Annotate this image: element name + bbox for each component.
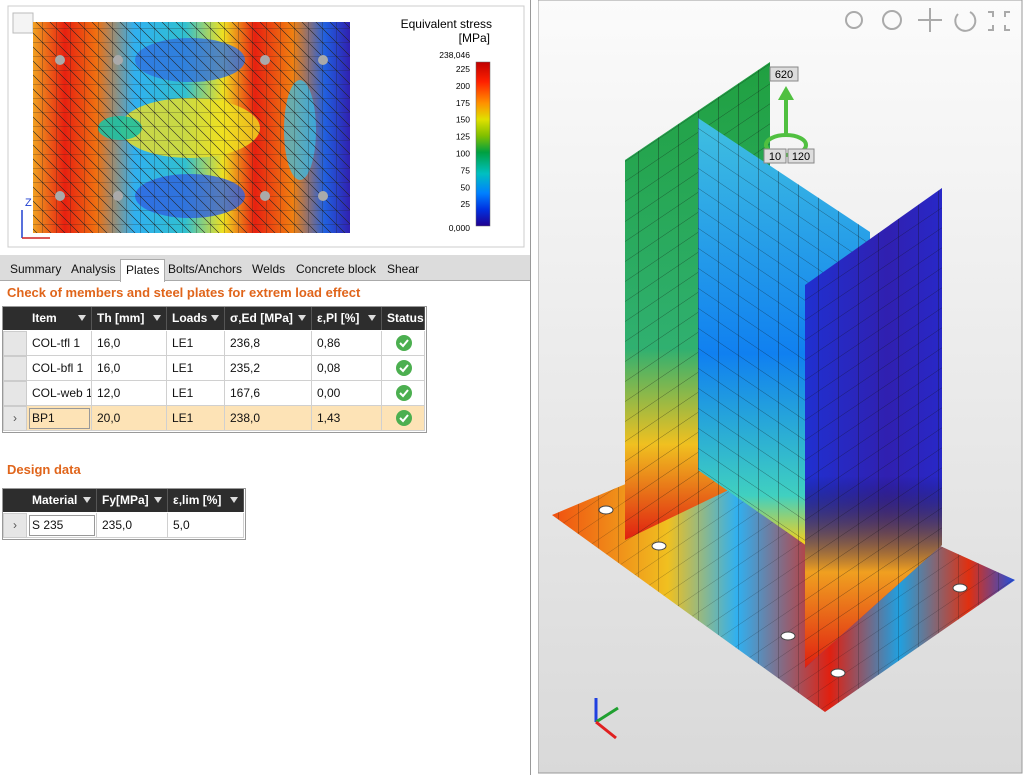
row-header-corner bbox=[3, 488, 27, 512]
scale-label: 225 bbox=[456, 64, 470, 74]
column-header[interactable]: σ,Ed [MPa] bbox=[225, 306, 312, 330]
table-cell[interactable]: 1,43 bbox=[312, 406, 382, 431]
table-cell[interactable]: 16,0 bbox=[92, 331, 167, 356]
filter-icon[interactable] bbox=[230, 497, 238, 503]
stress-plot: Z Equivalent stress [MPa] 238,046 225 200 1… bbox=[7, 5, 525, 248]
icon-circle bbox=[396, 385, 412, 401]
3d-view: 620 10 120 bbox=[538, 0, 1023, 774]
table-cell[interactable]: COL-tfl 1 bbox=[27, 331, 92, 356]
table-cell[interactable]: COL-web 1 bbox=[27, 381, 92, 406]
scale-label: 200 bbox=[456, 81, 470, 91]
scale-label: 50 bbox=[461, 182, 471, 192]
status-ok-icon bbox=[396, 360, 412, 376]
table-cell[interactable]: LE1 bbox=[167, 331, 225, 356]
status-ok-icon bbox=[396, 385, 412, 401]
scale-label: 238,046 bbox=[439, 50, 470, 60]
tab[interactable]: Shear bbox=[387, 262, 420, 276]
tab[interactable]: Welds bbox=[252, 262, 286, 276]
left-panel bbox=[530, 0, 531, 775]
section-heading: Check of members and steel plates for ex… bbox=[7, 285, 361, 300]
scale-label: 75 bbox=[461, 165, 471, 175]
table-cell[interactable]: 0,08 bbox=[312, 356, 382, 381]
table-cell[interactable]: 12,0 bbox=[92, 381, 167, 406]
icon-tick bbox=[399, 339, 409, 348]
icon-tick bbox=[399, 414, 409, 423]
scale-label: 25 bbox=[461, 199, 471, 209]
section-heading: Design data bbox=[7, 462, 81, 477]
row-header[interactable] bbox=[3, 381, 27, 406]
filter-icon[interactable] bbox=[368, 315, 376, 321]
icon-circle bbox=[396, 335, 412, 351]
table-cell[interactable]: 235,0 bbox=[97, 513, 168, 538]
table-cell[interactable]: 167,6 bbox=[225, 381, 312, 406]
icon-circle bbox=[396, 360, 412, 376]
table-cell[interactable]: 235,2 bbox=[225, 356, 312, 381]
row-header[interactable] bbox=[3, 331, 27, 356]
table-cell[interactable]: 238,0 bbox=[225, 406, 312, 431]
tab-bar bbox=[0, 255, 530, 281]
scale-label: 125 bbox=[456, 132, 470, 142]
table-cell[interactable]: LE1 bbox=[167, 381, 225, 406]
tab[interactable]: Plates bbox=[120, 259, 166, 282]
filter-icon[interactable] bbox=[154, 497, 162, 503]
table-cell[interactable]: COL-bfl 1 bbox=[27, 356, 92, 381]
row-header[interactable] bbox=[3, 356, 27, 381]
table-cell[interactable]: LE1 bbox=[167, 356, 225, 381]
table-cell[interactable]: S 235 bbox=[27, 513, 97, 538]
scale-label: 175 bbox=[456, 98, 470, 108]
table-cell[interactable]: 20,0 bbox=[92, 406, 167, 431]
column-header[interactable]: ε,lim [%] bbox=[168, 488, 244, 512]
axis-label: Z bbox=[25, 197, 32, 209]
scale-label: 150 bbox=[456, 115, 470, 125]
table-cell[interactable]: 5,0 bbox=[168, 513, 244, 538]
status-ok-icon bbox=[396, 335, 412, 351]
tab[interactable]: Analysis bbox=[71, 262, 116, 276]
row-header[interactable]: › bbox=[3, 513, 27, 538]
legend-unit: [MPa] bbox=[459, 31, 490, 45]
icon-tick bbox=[399, 364, 409, 373]
status-ok-icon bbox=[396, 410, 412, 426]
table-cell[interactable]: 16,0 bbox=[92, 356, 167, 381]
column-header[interactable]: Status bbox=[382, 306, 425, 330]
icon-circle bbox=[396, 410, 412, 426]
view-label: 120 bbox=[792, 151, 810, 163]
filter-icon[interactable] bbox=[153, 315, 161, 321]
view-label: 10 bbox=[769, 151, 781, 163]
icon-tick bbox=[399, 389, 409, 398]
row-header-corner bbox=[3, 306, 27, 330]
filter-icon[interactable] bbox=[83, 497, 91, 503]
tab[interactable]: Bolts/Anchors bbox=[168, 262, 243, 276]
table-cell[interactable]: LE1 bbox=[167, 406, 225, 431]
scale-label: 100 bbox=[456, 149, 470, 159]
row-header[interactable]: › bbox=[3, 406, 27, 431]
table-cell[interactable]: 0,86 bbox=[312, 331, 382, 356]
filter-icon[interactable] bbox=[211, 315, 219, 321]
table-cell[interactable]: 236,8 bbox=[225, 331, 312, 356]
view-label: 620 bbox=[775, 69, 793, 81]
filter-icon[interactable] bbox=[78, 315, 86, 321]
column-header[interactable]: Item bbox=[27, 306, 92, 330]
filter-icon[interactable] bbox=[298, 315, 306, 321]
scale-label: 0,000 bbox=[449, 223, 471, 233]
table-cell[interactable]: 0,00 bbox=[312, 381, 382, 406]
tab[interactable]: Concrete block bbox=[296, 262, 377, 276]
table-cell[interactable]: BP1 bbox=[27, 406, 92, 431]
tab[interactable]: Summary bbox=[10, 262, 62, 276]
legend-title: Equivalent stress bbox=[401, 17, 492, 31]
